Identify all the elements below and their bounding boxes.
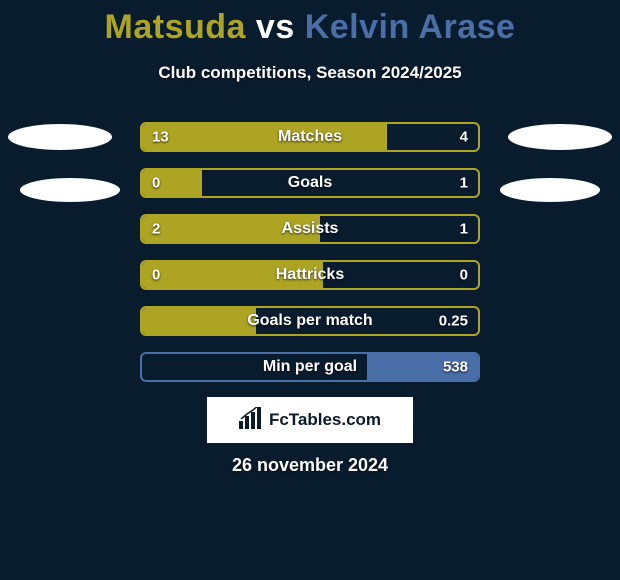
bar-value-right: 0.25 <box>439 313 468 330</box>
stat-bar-goals-per-match: 0.25Goals per match <box>140 306 480 336</box>
logo-box: FcTables.com <box>207 397 413 443</box>
bar-value-right: 1 <box>460 175 468 192</box>
stat-bar-min-per-goal: 538Min per goal <box>140 352 480 382</box>
bar-fill-left <box>142 216 320 242</box>
bar-value-left: 0 <box>152 175 160 192</box>
bar-value-right: 0 <box>460 267 468 284</box>
subtitle: Club competitions, Season 2024/2025 <box>0 63 620 83</box>
stat-bar-matches: 134Matches <box>140 122 480 152</box>
bar-fill-left <box>142 308 256 334</box>
logo-chart-icon <box>239 407 263 434</box>
stat-bar-hattricks: 00Hattricks <box>140 260 480 290</box>
player1-name: Matsuda <box>105 8 246 46</box>
bar-value-left: 0 <box>152 267 160 284</box>
player2-marker-bottom <box>500 178 600 202</box>
player2-name: Kelvin Arase <box>305 8 516 46</box>
stat-bar-goals: 01Goals <box>140 168 480 198</box>
bar-value-right: 1 <box>460 221 468 238</box>
bar-fill-left <box>142 262 323 288</box>
bar-value-right: 538 <box>443 359 468 376</box>
player1-marker-bottom <box>20 178 120 202</box>
logo-text: FcTables.com <box>269 410 381 430</box>
bar-value-left: 13 <box>152 129 169 146</box>
player2-marker-top <box>508 124 612 150</box>
bar-value-left: 2 <box>152 221 160 238</box>
comparison-bars: 134Matches01Goals21Assists00Hattricks0.2… <box>140 122 480 398</box>
bar-fill-left <box>142 124 387 150</box>
vs-text: vs <box>256 8 295 46</box>
player1-marker-top <box>8 124 112 150</box>
page-title: Matsuda vs Kelvin Arase <box>0 0 620 47</box>
stat-bar-assists: 21Assists <box>140 214 480 244</box>
bar-value-right: 4 <box>460 129 468 146</box>
date-text: 26 november 2024 <box>0 455 620 476</box>
